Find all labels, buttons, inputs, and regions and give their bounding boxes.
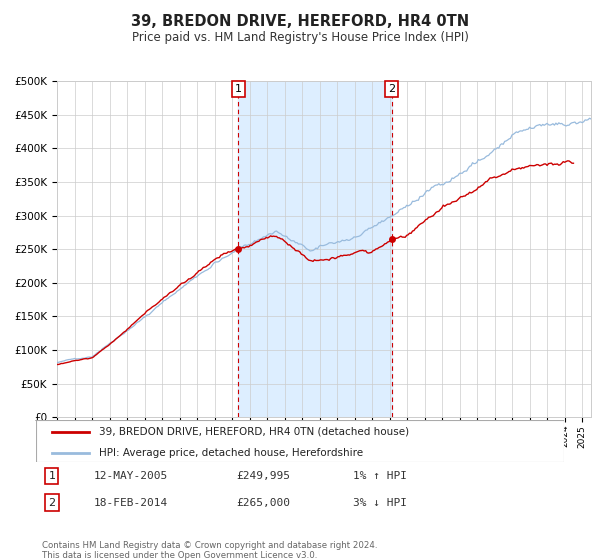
Text: £249,995: £249,995 bbox=[236, 471, 290, 481]
Text: £265,000: £265,000 bbox=[236, 498, 290, 507]
Text: 1: 1 bbox=[235, 84, 242, 94]
Text: 2: 2 bbox=[48, 498, 55, 507]
Text: 2: 2 bbox=[388, 84, 395, 94]
FancyBboxPatch shape bbox=[36, 420, 564, 462]
Text: 39, BREDON DRIVE, HEREFORD, HR4 0TN (detached house): 39, BREDON DRIVE, HEREFORD, HR4 0TN (det… bbox=[100, 427, 409, 437]
Text: Contains HM Land Registry data © Crown copyright and database right 2024.
This d: Contains HM Land Registry data © Crown c… bbox=[42, 541, 377, 560]
Text: 39, BREDON DRIVE, HEREFORD, HR4 0TN: 39, BREDON DRIVE, HEREFORD, HR4 0TN bbox=[131, 14, 469, 29]
Bar bbox=[238, 81, 392, 417]
Text: 1: 1 bbox=[49, 471, 55, 481]
Text: 3% ↓ HPI: 3% ↓ HPI bbox=[353, 498, 407, 507]
Text: 1% ↑ HPI: 1% ↑ HPI bbox=[353, 471, 407, 481]
Text: HPI: Average price, detached house, Herefordshire: HPI: Average price, detached house, Here… bbox=[100, 448, 364, 458]
Text: 18-FEB-2014: 18-FEB-2014 bbox=[94, 498, 169, 507]
Text: 12-MAY-2005: 12-MAY-2005 bbox=[94, 471, 169, 481]
Text: Price paid vs. HM Land Registry's House Price Index (HPI): Price paid vs. HM Land Registry's House … bbox=[131, 31, 469, 44]
